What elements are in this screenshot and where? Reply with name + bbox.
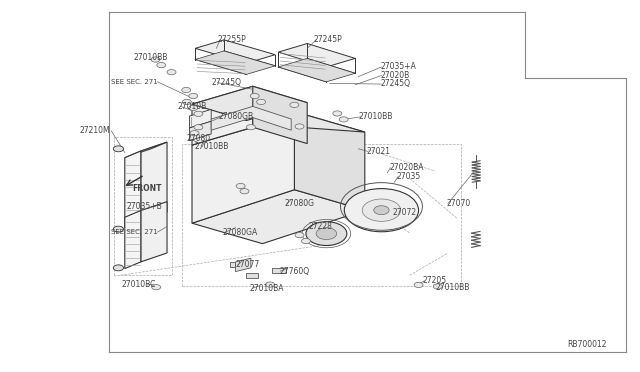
Text: RB700012: RB700012	[567, 340, 607, 349]
Text: 27010B: 27010B	[178, 102, 207, 111]
Text: 27080GB: 27080GB	[219, 112, 254, 121]
Circle shape	[290, 102, 299, 108]
Text: 27010BB: 27010BB	[195, 142, 229, 151]
Circle shape	[306, 222, 347, 246]
Circle shape	[189, 93, 198, 99]
Circle shape	[250, 93, 259, 99]
Text: 27035: 27035	[397, 172, 421, 181]
Polygon shape	[189, 121, 211, 141]
Text: 27080G: 27080G	[284, 199, 314, 208]
Text: 27010BB: 27010BB	[358, 112, 393, 121]
Text: 27080GA: 27080GA	[223, 228, 258, 237]
Text: 27228: 27228	[308, 222, 332, 231]
Text: SEE SEC. 271: SEE SEC. 271	[111, 79, 158, 85]
Text: 27021: 27021	[366, 147, 390, 156]
Text: 27035+B: 27035+B	[127, 202, 163, 211]
Circle shape	[266, 282, 275, 287]
Text: 27035+A: 27035+A	[380, 62, 416, 71]
Bar	[246, 273, 258, 278]
Text: 27070: 27070	[447, 199, 471, 208]
Bar	[272, 268, 286, 273]
Circle shape	[333, 111, 342, 116]
Circle shape	[344, 189, 419, 232]
Circle shape	[157, 62, 166, 68]
Polygon shape	[278, 44, 355, 67]
Circle shape	[194, 111, 203, 116]
Circle shape	[190, 131, 199, 136]
Polygon shape	[294, 112, 365, 210]
Text: 27245Q: 27245Q	[380, 79, 410, 88]
Text: 27010BA: 27010BA	[250, 284, 284, 293]
Circle shape	[414, 282, 423, 288]
Circle shape	[182, 99, 191, 105]
Polygon shape	[192, 86, 307, 121]
Polygon shape	[192, 112, 294, 223]
Text: 27010BB: 27010BB	[133, 53, 168, 62]
Text: 27255P: 27255P	[218, 35, 246, 44]
Polygon shape	[278, 58, 355, 82]
Circle shape	[316, 228, 337, 240]
Polygon shape	[211, 106, 291, 130]
Circle shape	[362, 199, 401, 221]
Text: 27072: 27072	[393, 208, 417, 217]
Text: FRONT: FRONT	[132, 184, 161, 193]
Polygon shape	[125, 211, 141, 269]
Text: 27210M: 27210M	[79, 126, 110, 135]
Circle shape	[182, 87, 191, 93]
Circle shape	[152, 285, 161, 290]
Circle shape	[301, 238, 310, 244]
Circle shape	[374, 206, 389, 215]
Circle shape	[339, 117, 348, 122]
Circle shape	[433, 284, 442, 289]
Polygon shape	[192, 86, 253, 145]
Text: 27020BA: 27020BA	[389, 163, 424, 172]
Polygon shape	[189, 109, 211, 128]
Circle shape	[295, 232, 304, 238]
Polygon shape	[195, 51, 275, 74]
Polygon shape	[141, 202, 167, 262]
Circle shape	[295, 124, 304, 129]
Circle shape	[189, 105, 198, 110]
Circle shape	[151, 57, 160, 62]
Polygon shape	[125, 142, 167, 158]
Text: 27010BB: 27010BB	[435, 283, 470, 292]
Circle shape	[236, 183, 245, 189]
Circle shape	[113, 226, 124, 232]
Text: SEE SEC. 271: SEE SEC. 271	[111, 229, 158, 235]
Polygon shape	[125, 151, 141, 228]
Text: 27245Q: 27245Q	[211, 78, 241, 87]
Circle shape	[113, 146, 124, 152]
Circle shape	[113, 265, 124, 271]
Polygon shape	[195, 40, 275, 63]
Bar	[230, 262, 244, 267]
Polygon shape	[141, 142, 167, 221]
Circle shape	[167, 70, 176, 75]
Text: 27205: 27205	[422, 276, 447, 285]
Text: 27010BC: 27010BC	[122, 280, 156, 289]
Circle shape	[194, 125, 203, 130]
Polygon shape	[236, 258, 251, 272]
Circle shape	[257, 99, 266, 105]
Bar	[289, 227, 300, 231]
Text: 27760Q: 27760Q	[279, 267, 309, 276]
Text: 27080: 27080	[187, 134, 211, 143]
Circle shape	[246, 125, 255, 130]
Polygon shape	[192, 190, 365, 244]
Circle shape	[240, 189, 249, 194]
Text: 27077: 27077	[236, 260, 260, 269]
Text: 27020B: 27020B	[380, 71, 410, 80]
Polygon shape	[192, 112, 365, 145]
Text: 27245P: 27245P	[314, 35, 342, 44]
Polygon shape	[253, 86, 307, 144]
